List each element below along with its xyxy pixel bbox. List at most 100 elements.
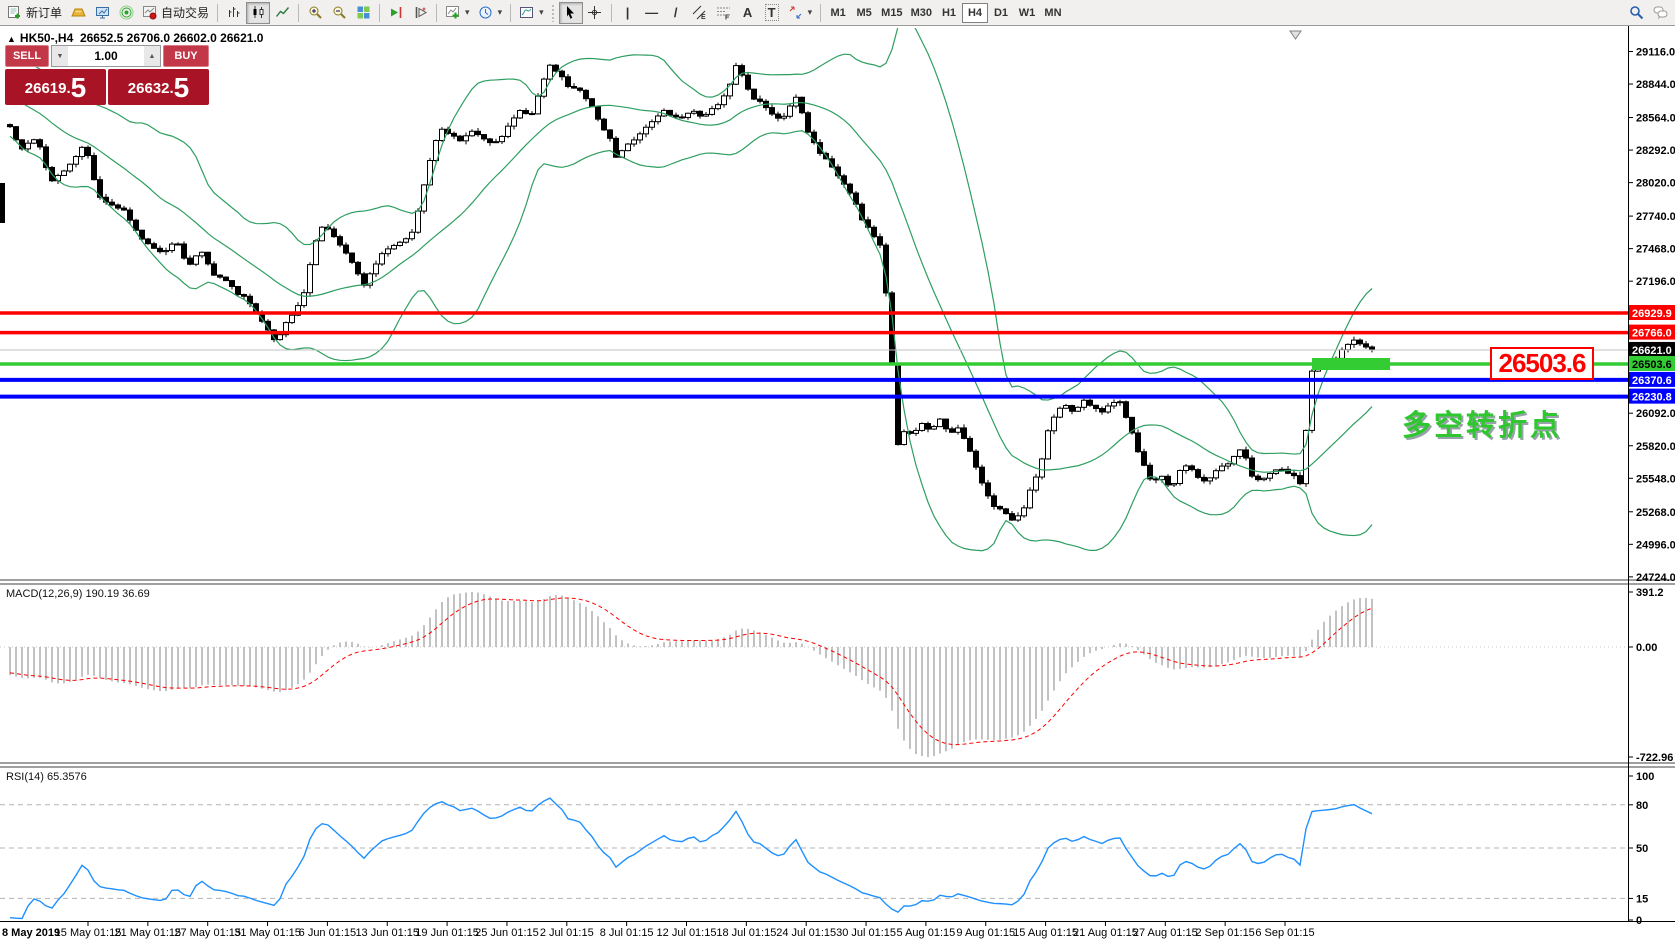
svg-text:26230.8: 26230.8 bbox=[1632, 392, 1672, 404]
auto-scroll-button[interactable] bbox=[384, 2, 408, 24]
sell-button[interactable]: SELL bbox=[5, 45, 49, 67]
text-label-button[interactable]: T bbox=[760, 2, 784, 24]
new-order-label: 新订单 bbox=[26, 6, 63, 20]
buy-price[interactable]: 26632. 5 bbox=[108, 69, 209, 105]
timeframe-W1[interactable]: W1 bbox=[1018, 6, 1036, 19]
chart-profile-button[interactable]: ▾ bbox=[515, 2, 548, 24]
fibonacci-button[interactable]: F bbox=[712, 2, 736, 24]
svg-text:6 Sep 01:15: 6 Sep 01:15 bbox=[1255, 927, 1314, 939]
search-button[interactable] bbox=[1624, 2, 1648, 24]
svg-text:15 Aug 01:15: 15 Aug 01:15 bbox=[1013, 927, 1078, 939]
svg-text:31 May 01:15: 31 May 01:15 bbox=[234, 927, 301, 939]
signal-button[interactable] bbox=[114, 2, 138, 24]
chart-shift-marker[interactable] bbox=[1289, 30, 1302, 40]
auto-trading-button[interactable]: 自动交易 bbox=[138, 2, 213, 24]
sell-price[interactable]: 26619. 5 bbox=[5, 69, 106, 105]
timeframe-MN[interactable]: MN bbox=[1044, 6, 1062, 19]
line-chart-button[interactable] bbox=[270, 2, 294, 24]
timeframe-H4[interactable]: H4 bbox=[961, 2, 988, 23]
svg-text:24996.0: 24996.0 bbox=[1636, 539, 1675, 551]
candlestick-chart-icon bbox=[253, 6, 264, 18]
horizontal-line-button[interactable]: — bbox=[640, 2, 664, 24]
line-chart-icon bbox=[275, 7, 289, 17]
svg-text:30 Jul 01:15: 30 Jul 01:15 bbox=[836, 927, 896, 939]
zoom-out-button[interactable] bbox=[327, 2, 351, 24]
rsi-panel[interactable] bbox=[0, 797, 1628, 920]
bar-chart-icon bbox=[228, 7, 240, 17]
crosshair-button[interactable] bbox=[583, 2, 607, 24]
svg-text:9 Aug 01:15: 9 Aug 01:15 bbox=[956, 927, 1015, 939]
turning-point-note[interactable]: 多空转折点 bbox=[1402, 410, 1563, 442]
svg-text:15 May 01:15: 15 May 01:15 bbox=[55, 927, 122, 939]
text-label-icon: T bbox=[764, 4, 779, 21]
timeframe-D1[interactable]: D1 bbox=[993, 6, 1008, 19]
candlestick-chart-button[interactable] bbox=[246, 1, 271, 24]
svg-text:5 Aug 01:15: 5 Aug 01:15 bbox=[897, 927, 956, 939]
svg-text:25820.0: 25820.0 bbox=[1636, 441, 1675, 453]
svg-text:27468.0: 27468.0 bbox=[1636, 244, 1675, 256]
volume-stepper: ▼ 1.00 ▲ bbox=[51, 45, 161, 67]
macd-signal-line bbox=[9, 597, 1373, 746]
price-label-26621.0 bbox=[1629, 341, 1675, 357]
volume-value[interactable]: 1.00 bbox=[94, 49, 118, 63]
arrows-icon bbox=[789, 6, 801, 19]
toolbar-separator bbox=[510, 3, 512, 22]
monitor-icon bbox=[95, 7, 109, 19]
collapse-panel-icon[interactable]: ▲ bbox=[7, 34, 16, 44]
timeframe-M1[interactable]: M1 bbox=[830, 6, 846, 19]
chat-icon bbox=[1653, 6, 1667, 20]
timeframe-M5[interactable]: M5 bbox=[856, 6, 872, 19]
indicators-button[interactable]: ▾ bbox=[441, 2, 474, 24]
level-callout-text[interactable]: 26503.6 bbox=[1490, 347, 1594, 380]
bollinger-middle-band[interactable] bbox=[9, 94, 1373, 473]
fibonacci-icon: F bbox=[717, 7, 731, 20]
bar-chart-button[interactable] bbox=[222, 2, 246, 24]
trendline-icon: / bbox=[673, 5, 678, 20]
periods-button[interactable]: ▾ bbox=[474, 2, 507, 24]
symbol-period-label: HK50-,H4 bbox=[19, 31, 74, 45]
chart-profile-dropdown-icon: ▾ bbox=[539, 7, 544, 17]
tile-windows-button[interactable] bbox=[351, 2, 375, 24]
cursor-button[interactable] bbox=[558, 1, 583, 24]
new-order-button[interactable]: 新订单 bbox=[3, 2, 66, 24]
timeframe-M30[interactable]: M30 bbox=[910, 6, 932, 19]
vertical-line-icon: | bbox=[625, 5, 630, 20]
bollinger-lower-band[interactable] bbox=[9, 130, 1373, 552]
macd-panel[interactable] bbox=[0, 592, 1628, 757]
indicators-icon bbox=[446, 6, 460, 19]
svg-text:50: 50 bbox=[1636, 843, 1648, 855]
svg-text:80: 80 bbox=[1636, 800, 1648, 812]
buy-button[interactable]: BUY bbox=[163, 45, 209, 67]
trendline-button[interactable]: / bbox=[664, 2, 688, 24]
svg-text:25 Jun 01:15: 25 Jun 01:15 bbox=[475, 927, 539, 939]
vertical-line-button[interactable]: | bbox=[616, 2, 640, 24]
signal-icon bbox=[119, 5, 134, 20]
volume-increase-button[interactable]: ▲ bbox=[144, 46, 160, 66]
svg-text:19 Jun 01:15: 19 Jun 01:15 bbox=[415, 927, 479, 939]
highlight-rectangle[interactable] bbox=[1312, 357, 1390, 370]
svg-text:25268.0: 25268.0 bbox=[1636, 507, 1675, 519]
chat-button[interactable] bbox=[1648, 2, 1672, 24]
chart-shift-button[interactable] bbox=[408, 2, 432, 24]
volume-decrease-button[interactable]: ▼ bbox=[52, 46, 68, 66]
text-button[interactable]: A bbox=[736, 2, 760, 24]
bollinger-upper-band[interactable] bbox=[9, 19, 1373, 455]
new-order-icon bbox=[8, 6, 20, 19]
search-icon bbox=[1629, 6, 1643, 20]
channel-button[interactable]: E bbox=[688, 2, 712, 24]
svg-text:26092.0: 26092.0 bbox=[1636, 408, 1675, 420]
price-panel[interactable] bbox=[0, 19, 1628, 552]
gold-button[interactable] bbox=[66, 2, 90, 24]
market-watch-button[interactable] bbox=[90, 2, 114, 24]
arrows-button[interactable]: ▾ bbox=[784, 2, 817, 24]
svg-text:24 Jul 01:15: 24 Jul 01:15 bbox=[776, 927, 836, 939]
timeframe-M15[interactable]: M15 bbox=[881, 6, 903, 19]
toolbar-separator bbox=[379, 3, 381, 22]
toolbar-grip[interactable] bbox=[550, 3, 556, 22]
one-click-trading-panel: SELL ▼ 1.00 ▲ BUY 26619. 5 26632. 5 bbox=[5, 45, 209, 105]
svg-text:26370.6: 26370.6 bbox=[1632, 375, 1672, 387]
zoom-in-button[interactable] bbox=[303, 2, 327, 24]
tile-windows-icon bbox=[357, 6, 370, 19]
timeframe-H1[interactable]: H1 bbox=[941, 6, 956, 19]
